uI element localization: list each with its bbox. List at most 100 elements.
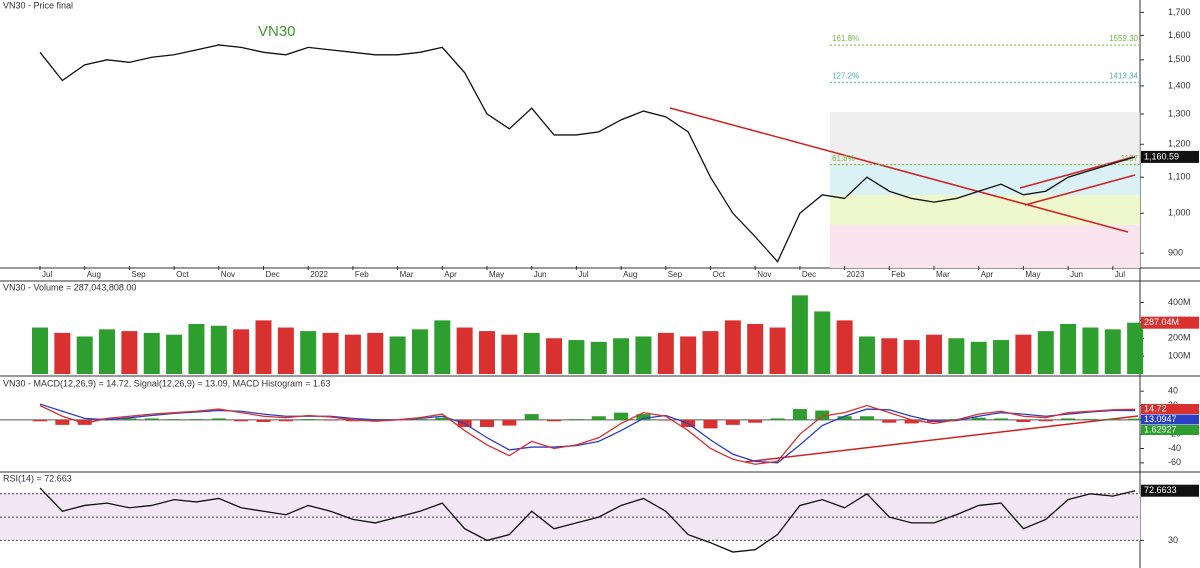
panel-title: RSI(14) = 72.663 [3, 473, 72, 483]
volume-bar [546, 338, 563, 374]
x-tick-label: Jun [534, 270, 547, 279]
panel-title: VN30 - Price final [3, 0, 73, 10]
trend-line [744, 415, 1139, 463]
x-tick-label: May [1025, 270, 1040, 279]
volume-bar [970, 341, 987, 374]
trend-line [1019, 156, 1134, 189]
y-tick-label: 900 [1168, 248, 1183, 258]
volume-bar [680, 336, 697, 374]
volume-bar [948, 338, 965, 374]
x-tick-label: Aug [623, 270, 637, 279]
histogram-bar [815, 410, 830, 420]
trend-line [1024, 174, 1136, 206]
y-tick-label: 1,400 [1168, 80, 1191, 90]
x-tick-label: Aug [87, 270, 101, 279]
volume-bar [858, 336, 875, 374]
x-tick-label: 2022 [310, 270, 328, 279]
histogram-bar [1128, 418, 1143, 420]
histogram-bar [256, 419, 271, 422]
volume-bar [1060, 323, 1077, 374]
x-tick-label: Feb [355, 270, 369, 279]
x-tick-label: Oct [176, 270, 189, 279]
volume-bar [926, 334, 942, 374]
volume-bar [613, 338, 630, 374]
last-value-label: 287.04M [1144, 317, 1179, 327]
x-tick-label: Jul [42, 270, 52, 279]
volume-bar [32, 327, 48, 374]
y-tick-label: 40 [1168, 386, 1178, 396]
volume-bar [1104, 329, 1121, 374]
histogram-bar [636, 414, 651, 420]
histogram-bar [144, 418, 159, 420]
y-tick-label: -40 [1168, 443, 1181, 453]
volume-bar [434, 320, 451, 374]
y-tick-label: 30 [1168, 535, 1178, 545]
volume-bar [99, 329, 116, 374]
macd-line [39, 404, 1136, 465]
volume-bar [836, 320, 853, 374]
price-line [39, 44, 1136, 263]
histogram-bar [994, 418, 1009, 420]
x-tick-label: Feb [891, 270, 905, 279]
volume-bar [993, 340, 1010, 374]
volume-bar [233, 329, 250, 374]
histogram-bar [55, 419, 70, 425]
volume-bar [143, 332, 160, 374]
volume-bar [1037, 331, 1054, 374]
volume-bar [456, 327, 473, 374]
volume-bar [635, 336, 652, 374]
panel-title: VN30 - Volume = 287,043,808.00 [3, 282, 136, 292]
x-tick-label: Apr [444, 270, 457, 279]
histogram-bar [658, 419, 673, 421]
histogram-bar [971, 417, 986, 420]
volume-bar [814, 311, 831, 374]
histogram-bar [100, 418, 115, 420]
histogram-bar [1105, 419, 1120, 420]
histogram-bar [480, 419, 494, 427]
fib-value-label: 1559.30 [1109, 34, 1138, 43]
chart-annotation: VN30 [258, 23, 296, 40]
histogram-bar [122, 418, 137, 420]
histogram-bar [167, 419, 182, 420]
volume-bar [344, 334, 361, 374]
histogram-bar [301, 419, 316, 420]
volume-bar [1127, 322, 1144, 374]
x-tick-label: Apr [981, 270, 994, 279]
volume-bar [54, 332, 71, 374]
histogram-bar [1016, 419, 1031, 422]
histogram-bar [1083, 419, 1098, 420]
histogram-bar [323, 419, 338, 421]
x-tick-label: Oct [713, 270, 726, 279]
histogram-bar [189, 419, 204, 420]
volume-bar [411, 329, 428, 374]
histogram-bar [569, 419, 584, 420]
x-tick-label: Dec [802, 270, 816, 279]
rsi-line [39, 487, 1136, 553]
histogram-bar [278, 419, 293, 422]
fib-label: 161.8% [832, 34, 859, 43]
volume-bar [367, 332, 384, 374]
histogram-bar [33, 419, 47, 422]
volume-bar [1015, 334, 1032, 374]
histogram-bar [725, 419, 740, 425]
histogram-bar [77, 419, 92, 425]
volume-bar [724, 320, 741, 374]
histogram-bar [502, 419, 517, 426]
fib-zone [830, 225, 1140, 268]
histogram-bar [547, 419, 562, 422]
histogram-bar [1038, 419, 1053, 422]
volume-bar [300, 331, 317, 374]
volume-bar [121, 331, 138, 374]
fib-label: 61.8% [832, 154, 855, 163]
histogram-bar [368, 419, 383, 422]
y-tick-label: 1,500 [1168, 54, 1191, 64]
volume-bar [702, 331, 719, 374]
last-value-label: 1,160.59 [1144, 151, 1179, 161]
volume-bar [76, 336, 93, 374]
x-tick-label: Mar [936, 270, 950, 279]
last-value-box [1141, 316, 1199, 329]
x-tick-label: Mar [400, 270, 414, 279]
volume-bar [791, 295, 808, 374]
